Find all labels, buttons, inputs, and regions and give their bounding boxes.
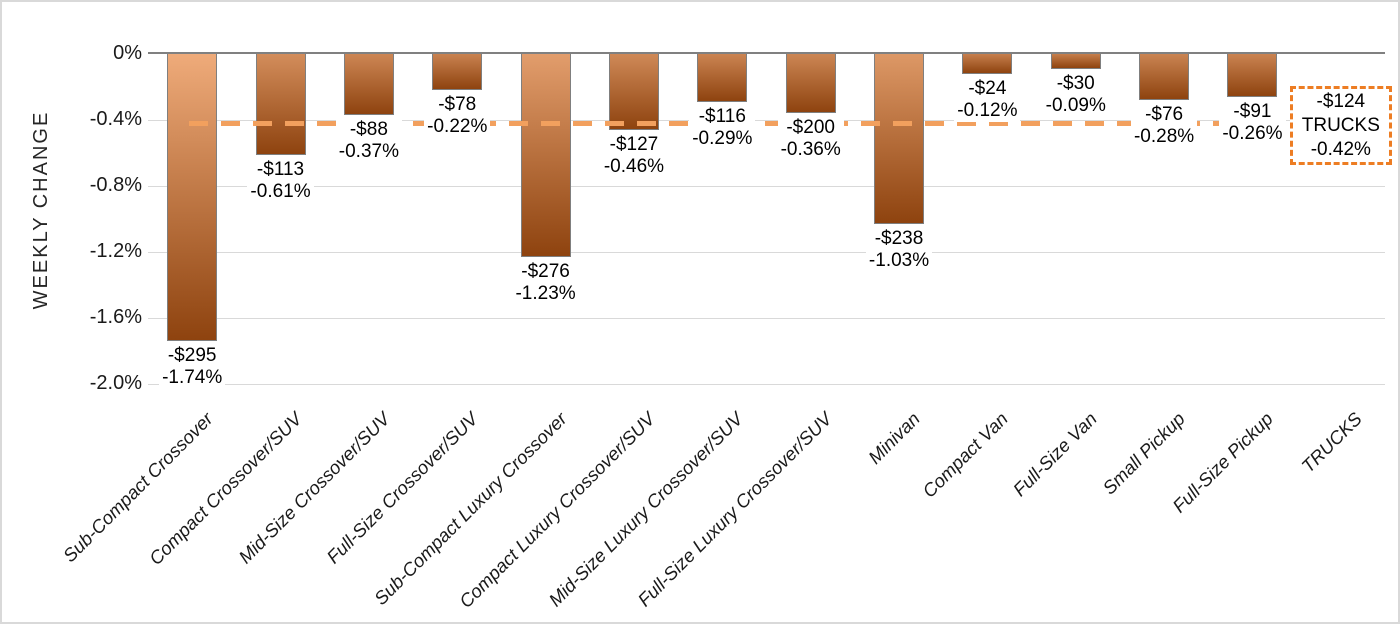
- bar: [1050, 54, 1101, 69]
- gridline: [148, 318, 1385, 319]
- bar-value-label: -$24 -0.12%: [912, 77, 1062, 122]
- y-tick-label: -2.0%: [89, 372, 142, 394]
- bar-value-text: -$276 -1.23%: [512, 260, 579, 305]
- bar-value-label: -$88 -0.37%: [294, 119, 444, 164]
- bar-value-label: -$238 -1.03%: [824, 227, 974, 272]
- bar: [432, 54, 483, 91]
- bar-value-label: -$276 -1.23%: [471, 260, 621, 305]
- bar-value-text: -$295 -1.74%: [159, 345, 226, 390]
- bar: [697, 54, 748, 102]
- bar-value-text: -$200 -0.36%: [777, 117, 844, 162]
- gridline: [148, 252, 1385, 253]
- y-tick-label: -1.2%: [89, 240, 142, 262]
- y-tick-label: -0.8%: [89, 174, 142, 196]
- bar: [1227, 54, 1278, 97]
- bar-value-text: -$238 -1.03%: [865, 227, 933, 272]
- bar-value-label: -$76 -0.28%: [1089, 104, 1239, 149]
- bar-value-label: -$113 -0.61%: [206, 158, 356, 203]
- bar-value-label: -$127 -0.46%: [559, 133, 709, 178]
- trucks-callout-box: -$124 TRUCKS -0.42%: [1289, 86, 1392, 165]
- bar-value-text: -$76 -0.28%: [1130, 104, 1198, 149]
- bar-value-text: -$91 -0.26%: [1219, 100, 1286, 145]
- bar-value-text: -$88 -0.37%: [335, 119, 402, 164]
- y-tick-label: -0.4%: [89, 108, 142, 130]
- bar: [1139, 54, 1190, 101]
- bar-value-text: -$24 -0.12%: [954, 77, 1021, 122]
- bar-value-text: -$113 -0.61%: [247, 158, 314, 203]
- bar-value-label: -$30 -0.09%: [1001, 72, 1151, 117]
- bar-value-label: -$91 -0.26%: [1177, 100, 1327, 145]
- gridline: [148, 186, 1385, 187]
- bar-value-text: -$78 -0.22%: [424, 94, 491, 139]
- y-tick-label: 0%: [113, 42, 142, 64]
- bar-value-label: -$200 -0.36%: [736, 117, 886, 162]
- bar: [520, 54, 571, 257]
- bar: [255, 54, 306, 155]
- bar: [343, 54, 394, 116]
- trucks-dollar-value: -$124: [1316, 90, 1366, 112]
- gridline: [148, 384, 1385, 385]
- trucks-label: TRUCKS: [1301, 114, 1380, 136]
- y-tick-label: -1.6%: [89, 306, 142, 328]
- bar-value-text: -$30 -0.09%: [1042, 72, 1109, 117]
- trucks-pct-value: -0.42%: [1310, 138, 1371, 160]
- bar-value-label: -$78 -0.22%: [382, 94, 532, 139]
- bar: [785, 54, 836, 114]
- bar: [167, 54, 218, 342]
- bar-value-text: -$127 -0.46%: [600, 133, 668, 178]
- bar-value-label: -$116 -0.29%: [647, 105, 797, 150]
- bar: [874, 54, 925, 224]
- bar: [962, 54, 1013, 74]
- bar-value-label: -$295 -1.74%: [117, 345, 267, 390]
- bar: [608, 54, 659, 130]
- bar-value-text: -$116 -0.29%: [689, 105, 756, 150]
- zero-axis-line: [148, 52, 1385, 54]
- gridline: [148, 120, 1385, 121]
